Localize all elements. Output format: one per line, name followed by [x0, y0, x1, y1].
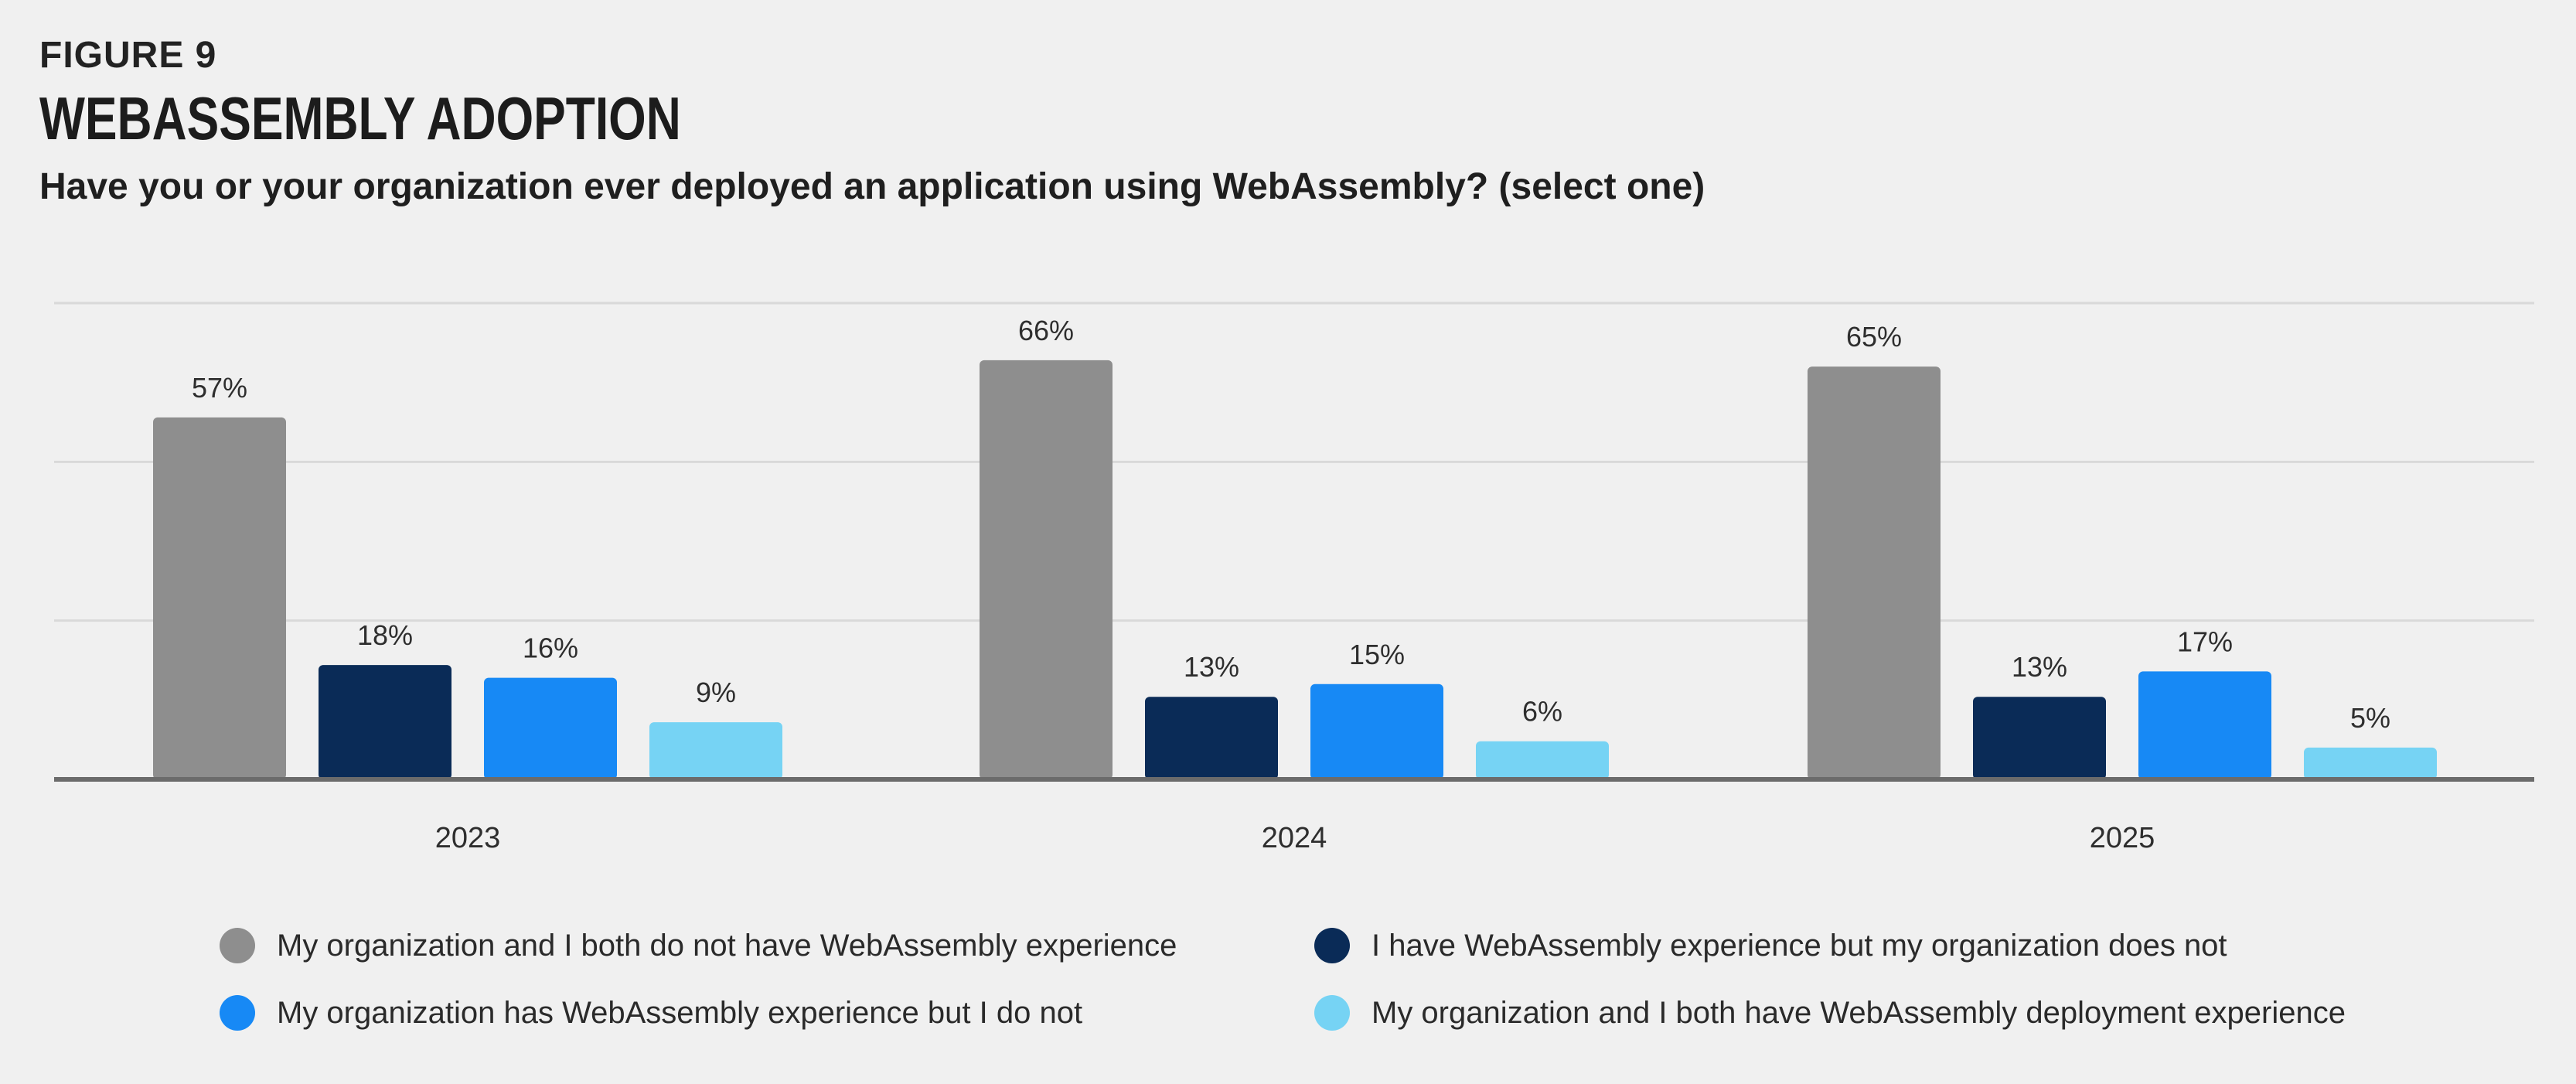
legend: My organization and I both do not have W…: [0, 920, 2576, 1075]
x-tick-label-2023: 2023: [435, 822, 501, 854]
bar-2024-series-3: [1310, 683, 1443, 779]
bar-2025-series-1: [1808, 366, 1941, 780]
legend-item-series-3: My organization has WebAssembly experien…: [220, 995, 1082, 1031]
legend-swatch-series-4: [1314, 995, 1350, 1031]
data-label-2025-series-4: 5%: [2350, 702, 2390, 734]
data-label-2023-series-2: 18%: [357, 619, 413, 651]
bar-2023-series-1: [153, 417, 286, 779]
data-label-2024-series-3: 15%: [1349, 639, 1405, 670]
legend-label-series-3: My organization has WebAssembly experien…: [277, 995, 1083, 1030]
bar-2024-series-1: [980, 360, 1113, 779]
data-label-2025-series-2: 13%: [2012, 651, 2067, 683]
x-tick-label-2024: 2024: [1262, 822, 1327, 854]
data-label-2023-series-1: 57%: [192, 372, 247, 404]
data-label-2023-series-3: 16%: [523, 632, 578, 664]
bar-2025-series-2: [1973, 697, 2106, 779]
legend-swatch-series-3: [220, 995, 255, 1031]
data-label-2024-series-4: 6%: [1522, 696, 1562, 728]
legend-label-series-2: I have WebAssembly experience but my org…: [1371, 928, 2227, 963]
bar-2023-series-4: [649, 722, 782, 779]
data-label-2024-series-2: 13%: [1184, 651, 1239, 683]
figure-label: FIGURE 9: [39, 35, 217, 76]
chart-subtitle: Have you or your organization ever deplo…: [39, 166, 1705, 207]
legend-label-series-1: My organization and I both do not have W…: [277, 928, 1177, 963]
bar-chart: 57% 18% 16% 9% 2023 66% 13% 15% 6% 2024 65% 13% 17% 5…: [54, 302, 2534, 854]
x-tick-label-2025: 2025: [2090, 822, 2155, 854]
data-label-2025-series-3: 17%: [2177, 626, 2233, 657]
legend-item-series-1: My organization and I both do not have W…: [220, 928, 1177, 963]
legend-item-series-2: I have WebAssembly experience but my org…: [1314, 928, 2227, 963]
legend-swatch-series-2: [1314, 928, 1350, 963]
bar-2024-series-4: [1476, 741, 1609, 779]
data-label-2025-series-1: 65%: [1846, 321, 1902, 353]
legend-swatch-series-1: [220, 928, 255, 963]
bar-2025-series-3: [2138, 671, 2271, 779]
bar-2024-series-2: [1145, 697, 1278, 779]
bar-2025-series-4: [2304, 747, 2437, 779]
legend-item-series-4: My organization and I both have WebAssem…: [1314, 995, 2346, 1031]
bar-2023-series-3: [484, 677, 617, 779]
chart-title: WEBASSEMBLY ADOPTION: [39, 84, 681, 152]
data-label-2023-series-4: 9%: [696, 677, 736, 708]
legend-label-series-4: My organization and I both have WebAssem…: [1371, 995, 2346, 1030]
bar-2023-series-2: [319, 665, 451, 779]
data-label-2024-series-1: 66%: [1018, 315, 1074, 346]
